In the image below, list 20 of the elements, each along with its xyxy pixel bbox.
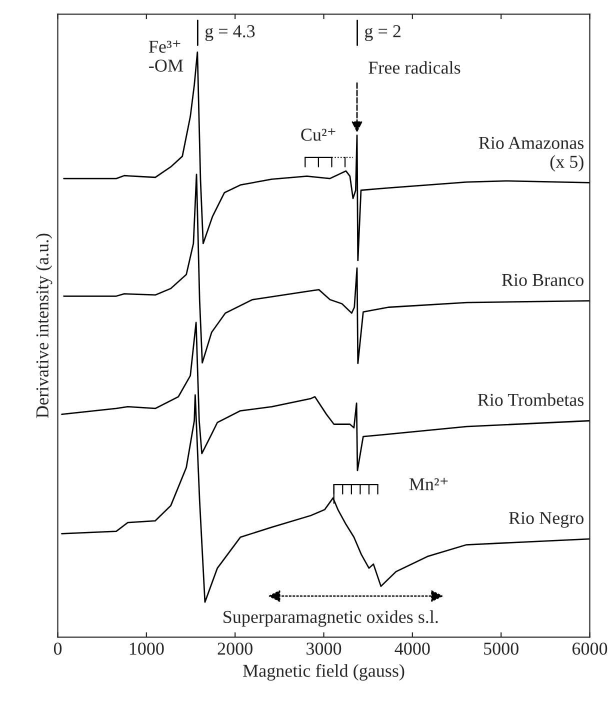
annotation: Cu²⁺ (301, 128, 336, 141)
annotation: Free radicals (368, 61, 460, 74)
text: g = 4.3 (205, 25, 255, 42)
annotation: Mn²⁺ (409, 478, 448, 490)
x-tick-label: 1000 (130, 642, 164, 655)
x-tick-label: 5000 (484, 642, 518, 655)
x-tick-label: 2000 (218, 642, 252, 655)
annotation: Fe³⁺ -OM (148, 40, 183, 72)
x-tick-label: 4000 (394, 642, 430, 655)
series-label: Rio Trombetas (478, 393, 584, 406)
x-axis-title: Magnetic field (gauss) (243, 664, 404, 681)
x-tick-label: 0 (54, 642, 62, 655)
x-tick-label: 3000 (306, 642, 342, 655)
series-label: Rio Branco (502, 274, 584, 286)
x-tick-label: 6000 (572, 642, 608, 655)
annotation: Superparamagnetic oxides s.l. (224, 610, 438, 627)
series-label: Rio Negro (509, 512, 584, 528)
text: g = 2 (364, 25, 400, 42)
y-axis-title: Derivative intensity (a.u.) (36, 234, 52, 418)
series-label: Rio Amazonas (x 5) (478, 136, 584, 172)
